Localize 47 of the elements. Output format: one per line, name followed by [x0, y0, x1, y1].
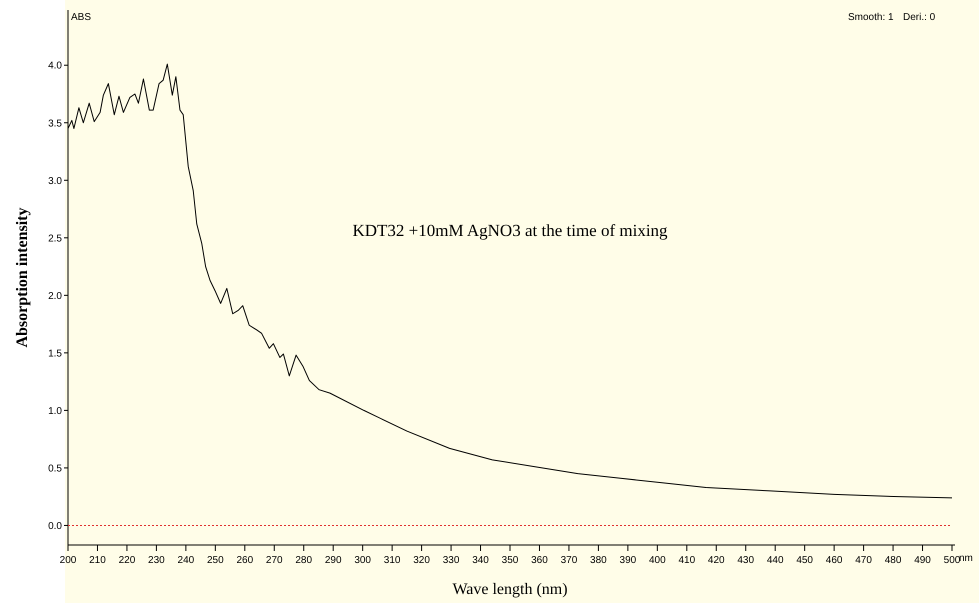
- x-tick-label: 210: [89, 555, 106, 566]
- annotation: Deri.: 0: [903, 12, 936, 23]
- y-tick-label: 1.0: [48, 406, 62, 417]
- y-tick-label: 4.0: [48, 60, 62, 72]
- text: nm: [959, 553, 973, 564]
- x-tick-label: 480: [884, 555, 902, 566]
- x-tick-label: 300: [354, 555, 372, 566]
- x-axis-title: Wave length (nm): [452, 581, 568, 598]
- y-tick-label: 1.5: [48, 348, 62, 360]
- x-tick-label: 400: [648, 555, 666, 566]
- x-tick-label: 430: [737, 555, 755, 566]
- y-axis-title: Absorption intensity: [14, 207, 31, 348]
- x-tick-label: 380: [590, 555, 608, 566]
- x-tick-label: 420: [708, 555, 726, 566]
- text: KDT32 +10mM AgNO3 at the time of mixing: [352, 221, 668, 240]
- y-tick-label: 3.5: [48, 118, 62, 130]
- y-tick-label: 0.0: [48, 520, 62, 532]
- x-tick-label: 410: [678, 555, 696, 566]
- x-tick-label: 350: [502, 555, 519, 566]
- x-tick-label: 370: [560, 555, 578, 566]
- y-tick-label: 3.0: [48, 176, 62, 187]
- x-tick-label: 290: [324, 555, 342, 566]
- annotation: Smooth: 1: [848, 12, 894, 23]
- y-tick-label: 2.5: [48, 233, 62, 244]
- x-tick-label: 280: [295, 555, 313, 566]
- x-tick-label: 230: [148, 555, 166, 566]
- x-tick-label: 450: [796, 555, 814, 566]
- x-tick-label: 260: [236, 555, 254, 566]
- x-tick-label: 240: [178, 555, 195, 566]
- x-tick-label: 460: [826, 555, 843, 566]
- x-tick-label: 220: [118, 555, 136, 566]
- x-tick-label: 390: [620, 555, 637, 566]
- x-tick-label: 470: [855, 555, 872, 566]
- x-tick-label: 440: [766, 555, 784, 566]
- annotation: ABS: [71, 12, 92, 23]
- x-tick-label: 270: [266, 555, 284, 566]
- y-tick-label: 0.5: [48, 463, 62, 474]
- x-tick-label: 310: [384, 555, 401, 566]
- x-tick-label: 330: [442, 555, 460, 566]
- x-tick-label: 360: [531, 555, 548, 566]
- x-tick-label: 250: [206, 555, 224, 566]
- x-tick-label: 500: [944, 555, 961, 566]
- x-tick-label: 200: [60, 555, 77, 566]
- y-tick-label: 2.0: [48, 290, 62, 302]
- x-tick-label: 320: [413, 555, 430, 566]
- x-tick-label: 490: [914, 555, 932, 566]
- x-tick-label: 340: [472, 555, 490, 566]
